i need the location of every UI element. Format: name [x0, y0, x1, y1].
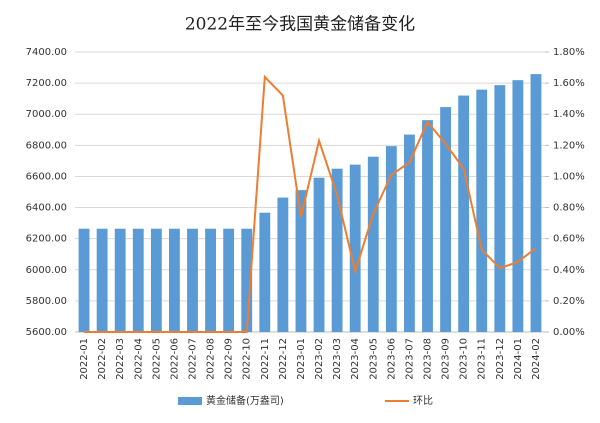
x-tick-label: 2022-05	[151, 338, 162, 380]
y-tick-label: 6800.00	[26, 140, 67, 151]
bar	[404, 134, 415, 332]
bar	[132, 228, 144, 332]
y-tick-label: 7400.00	[26, 47, 67, 58]
y-tick-label: 7000.00	[26, 109, 67, 120]
y-tick-label: 6000.00	[26, 265, 67, 276]
x-tick-label: 2023-02	[314, 338, 325, 380]
x-tick-label: 2023-11	[477, 338, 488, 380]
x-tick-label: 2022-01	[79, 338, 90, 380]
y-tick-label: 5600.00	[26, 327, 67, 338]
y2-tick-label: 0.80%	[553, 203, 585, 214]
y-tick-label: 5800.00	[26, 296, 67, 307]
chart-title: 2022年至今我国黄金储备变化	[185, 15, 415, 35]
y-tick-label: 6600.00	[26, 171, 67, 182]
bar	[422, 120, 433, 332]
y2-tick-label: 1.40%	[553, 109, 585, 120]
bar	[96, 228, 108, 332]
y2-tick-label: 0.40%	[553, 265, 585, 276]
y2-tick-label: 0.60%	[553, 234, 585, 245]
y2-tick-label: 1.20%	[553, 140, 585, 151]
x-tick-label: 2023-01	[296, 338, 307, 380]
bar	[259, 212, 271, 332]
y-tick-label: 7200.00	[26, 78, 67, 89]
bar	[295, 190, 307, 332]
bar	[114, 228, 126, 332]
bar	[150, 228, 162, 332]
x-tick-label: 2023-12	[495, 338, 506, 380]
bar	[440, 107, 451, 332]
bar	[223, 228, 235, 332]
line	[84, 74, 537, 333]
bar	[458, 95, 470, 332]
legend-label: 环比	[413, 395, 433, 407]
bar	[367, 156, 379, 332]
legend-swatch	[178, 397, 202, 405]
x-tick-label: 2022-10	[242, 338, 253, 380]
bar	[530, 74, 542, 332]
bar	[187, 228, 198, 332]
bar	[78, 228, 90, 332]
x-tick-label: 2022-11	[260, 338, 271, 380]
bar	[512, 80, 524, 333]
y2-tick-label: 1.00%	[553, 171, 585, 182]
y2-tick-label: 0.20%	[553, 296, 585, 307]
y2-tick-label: 0.00%	[553, 327, 585, 338]
bar	[169, 228, 180, 332]
y-tick-label: 6200.00	[26, 234, 67, 245]
x-tick-label: 2023-06	[386, 338, 397, 380]
bar	[241, 228, 253, 332]
x-tick-label: 2022-02	[97, 338, 108, 380]
x-tick-label: 2022-07	[188, 338, 199, 380]
x-tick-label: 2024-01	[513, 338, 524, 380]
bar	[313, 177, 325, 332]
y2-tick-label: 1.80%	[553, 47, 585, 58]
x-tick-label: 2023-09	[441, 338, 452, 380]
bar	[277, 197, 289, 332]
bar	[349, 164, 361, 332]
x-tick-label: 2024-02	[531, 338, 542, 380]
y2-tick-label: 1.60%	[553, 78, 585, 89]
x-tick-label: 2023-04	[350, 338, 361, 380]
x-tick-label: 2023-10	[459, 338, 470, 380]
x-tick-label: 2022-04	[133, 338, 144, 380]
bar	[385, 146, 397, 332]
x-tick-label: 2023-08	[423, 338, 434, 380]
x-tick-label: 2023-03	[332, 338, 343, 380]
x-tick-label: 2022-06	[169, 338, 180, 380]
bar	[494, 85, 506, 332]
x-tick-label: 2023-07	[404, 338, 415, 380]
x-tick-label: 2022-08	[206, 338, 217, 380]
x-tick-label: 2022-03	[115, 338, 126, 380]
bar	[331, 168, 343, 332]
x-tick-label: 2022-09	[224, 338, 235, 380]
x-tick-label: 2023-05	[368, 338, 379, 380]
bar	[476, 89, 488, 333]
bar	[205, 228, 216, 332]
x-tick-label: 2022-12	[278, 338, 289, 380]
y-tick-label: 6400.00	[26, 203, 67, 214]
legend-label: 黄金储备(万盎司)	[206, 394, 284, 407]
